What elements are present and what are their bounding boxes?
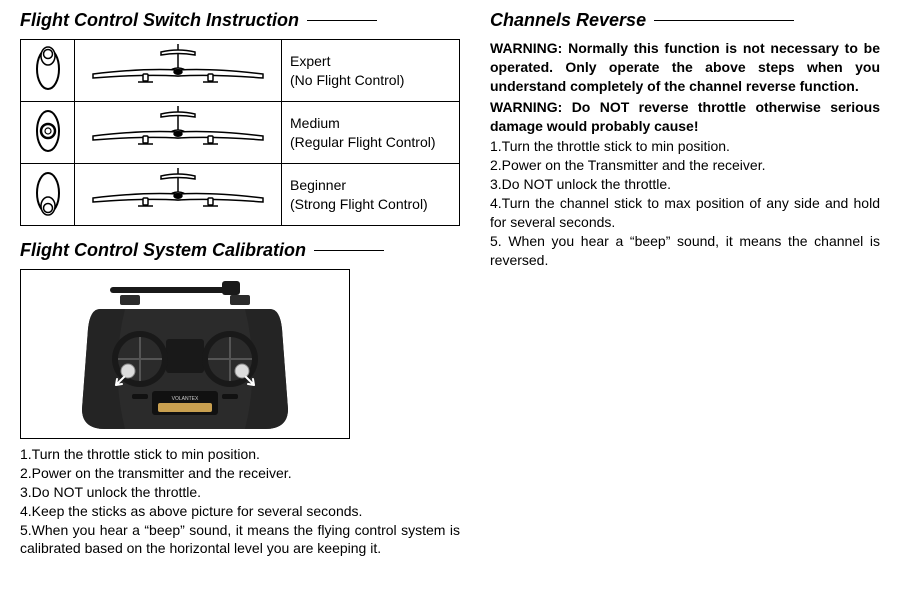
table-row: Beginner (Strong Flight Control) xyxy=(21,164,460,226)
switch-table: Expert (No Flight Control) xyxy=(20,39,460,226)
transmitter-icon: VOLANTEX xyxy=(70,279,300,434)
calibration-steps: 1.Turn the throttle stick to min positio… xyxy=(20,445,460,558)
reverse-step: 1.Turn the throttle stick to min positio… xyxy=(490,137,880,156)
mode-name: Expert xyxy=(290,52,451,70)
switch-icon-cell xyxy=(21,40,75,102)
right-column: Channels Reverse WARNING: Normally this … xyxy=(490,10,880,590)
plane-icon-cell xyxy=(75,40,282,102)
heading-rule xyxy=(314,250,384,252)
mode-label-cell: Beginner (Strong Flight Control) xyxy=(282,164,460,226)
switch-icon-cell xyxy=(21,164,75,226)
reverse-step: 5. When you hear a “beep” sound, it mean… xyxy=(490,232,880,270)
mode-label-cell: Medium (Regular Flight Control) xyxy=(282,102,460,164)
switch-heading-text: Flight Control Switch Instruction xyxy=(20,10,299,31)
heading-rule xyxy=(654,20,794,22)
mode-desc: (Strong Flight Control) xyxy=(290,195,451,213)
svg-text:VOLANTEX: VOLANTEX xyxy=(172,396,199,402)
mode-desc: (Regular Flight Control) xyxy=(290,133,451,151)
heading-rule xyxy=(307,20,377,22)
left-column: Flight Control Switch Instruction xyxy=(20,10,460,590)
warning-1: WARNING: Normally this function is not n… xyxy=(490,39,880,96)
reverse-step: 2.Power on the Transmitter and the recei… xyxy=(490,156,880,175)
calibration-step: 2.Power on the transmitter and the recei… xyxy=(20,464,460,483)
switch-heading: Flight Control Switch Instruction xyxy=(20,10,460,31)
transmitter-image-box: VOLANTEX xyxy=(20,269,350,439)
calib-heading-text: Flight Control System Calibration xyxy=(20,240,306,261)
calib-heading: Flight Control System Calibration xyxy=(20,240,460,261)
reverse-heading-text: Channels Reverse xyxy=(490,10,646,31)
mode-label-cell: Expert (No Flight Control) xyxy=(282,40,460,102)
calibration-step: 5.When you hear a “beep” sound, it means… xyxy=(20,521,460,559)
plane-icon-cell xyxy=(75,102,282,164)
reverse-heading: Channels Reverse xyxy=(490,10,880,31)
table-row: Expert (No Flight Control) xyxy=(21,40,460,102)
calibration-step: 3.Do NOT unlock the throttle. xyxy=(20,483,460,502)
mode-name: Medium xyxy=(290,114,451,132)
calibration-step: 1.Turn the throttle stick to min positio… xyxy=(20,445,460,464)
reverse-step: 4.Turn the channel stick to max position… xyxy=(490,194,880,232)
reverse-steps: 1.Turn the throttle stick to min positio… xyxy=(490,137,880,269)
plane-icon-cell xyxy=(75,164,282,226)
calibration-step: 4.Keep the sticks as above picture for s… xyxy=(20,502,460,521)
switch-icon-cell xyxy=(21,102,75,164)
table-row: Medium (Regular Flight Control) xyxy=(21,102,460,164)
reverse-step: 3.Do NOT unlock the throttle. xyxy=(490,175,880,194)
warning-2: WARNING: Do NOT reverse throttle otherwi… xyxy=(490,98,880,136)
mode-desc: (No Flight Control) xyxy=(290,71,451,89)
mode-name: Beginner xyxy=(290,176,451,194)
